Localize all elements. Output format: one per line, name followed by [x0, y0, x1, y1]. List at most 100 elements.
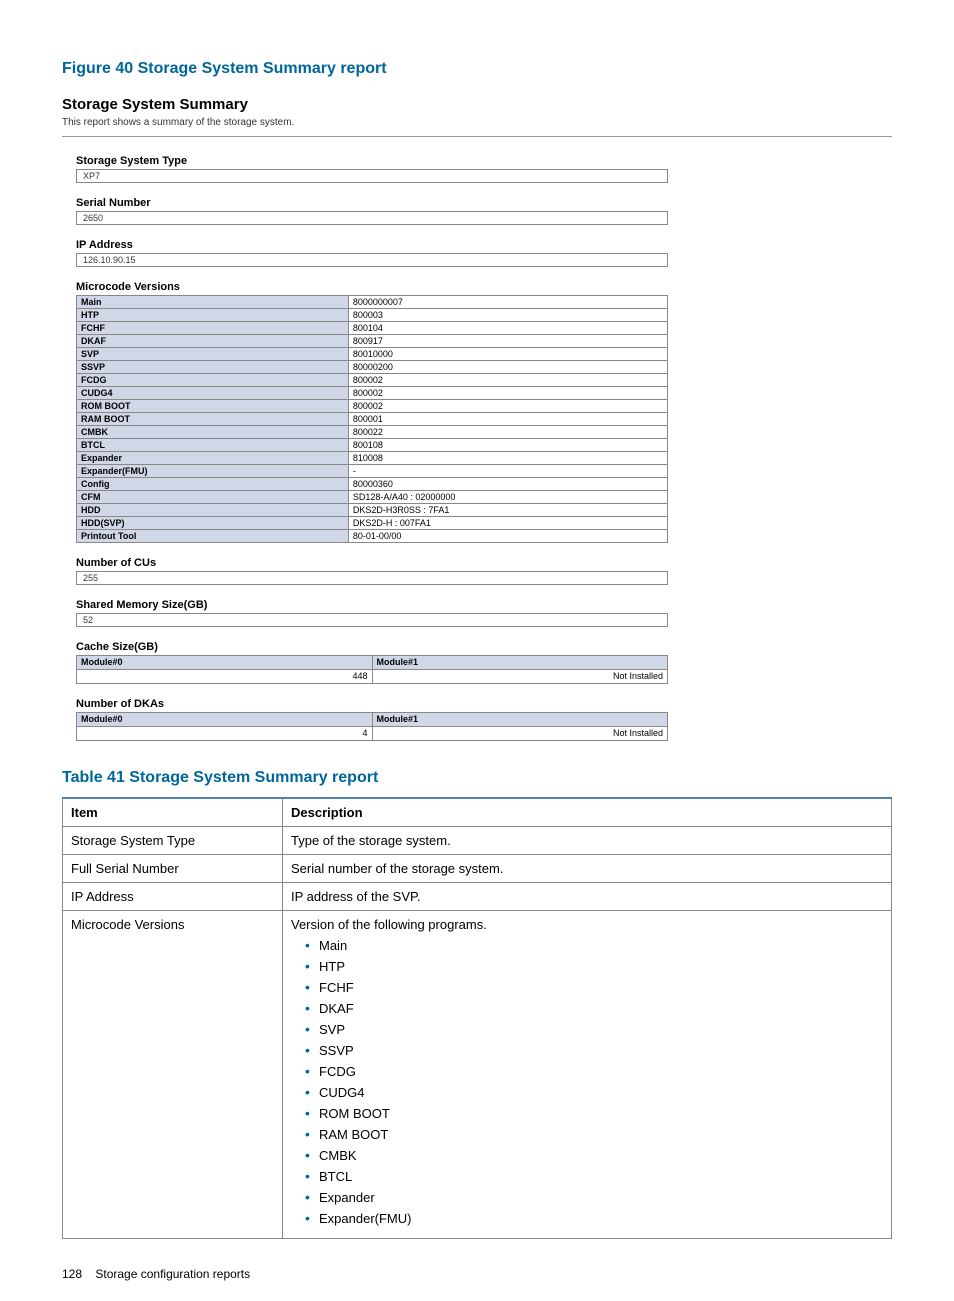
number-of-cus-section: Number of CUs 255 [76, 557, 892, 585]
microcode-value: 800108 [348, 439, 667, 452]
cache-size-table: Module#0 Module#1 448 Not Installed [76, 655, 668, 684]
report-subtitle: This report shows a summary of the stora… [62, 117, 892, 128]
table-row: HTP800003 [77, 309, 668, 322]
microcode-value: 800917 [348, 335, 667, 348]
microcode-value: 8000000007 [348, 296, 667, 309]
module1-value: Not Installed [372, 727, 668, 741]
microcode-name: CUDG4 [77, 387, 349, 400]
number-of-dkas-section: Number of DKAs Module#0 Module#1 4 Not I… [76, 698, 892, 741]
microcode-value: 800001 [348, 413, 667, 426]
table-row: RAM BOOT800001 [77, 413, 668, 426]
description-cell: Type of the storage system. [283, 827, 892, 855]
microcode-value: 800002 [348, 400, 667, 413]
module1-value: Not Installed [372, 670, 668, 684]
item-cell: Storage System Type [63, 827, 283, 855]
microcode-name: CFM [77, 491, 349, 504]
table-row: DKAF800917 [77, 335, 668, 348]
footer-text: Storage configuration reports [95, 1267, 250, 1281]
figure-title: Figure 40 Storage System Summary report [62, 60, 892, 78]
table-row: Expander(FMU)- [77, 465, 668, 478]
microcode-name: DKAF [77, 335, 349, 348]
microcode-value: DKS2D-H : 007FA1 [348, 517, 667, 530]
table-row: HDDDKS2D-H3R0SS : 7FA1 [77, 504, 668, 517]
shared-memory-value: 52 [76, 613, 668, 627]
column-header-description: Description [283, 798, 892, 827]
list-item: Expander(FMU) [305, 1211, 883, 1226]
microcode-value: 800022 [348, 426, 667, 439]
microcode-name: ROM BOOT [77, 400, 349, 413]
microcode-value: DKS2D-H3R0SS : 7FA1 [348, 504, 667, 517]
description-table: Item Description Storage System TypeType… [62, 797, 892, 1239]
table-row: Printout Tool80-01-00/00 [77, 530, 668, 543]
section-label: Cache Size(GB) [76, 641, 892, 653]
list-item: DKAF [305, 1001, 883, 1016]
module0-header: Module#0 [77, 656, 373, 670]
microcode-value: 80-01-00/00 [348, 530, 667, 543]
section-label: Serial Number [76, 197, 892, 209]
microcode-name: HTP [77, 309, 349, 322]
microcode-value: 800002 [348, 387, 667, 400]
table-row: Microcode Versions Version of the follow… [63, 911, 892, 1239]
list-item: CUDG4 [305, 1085, 883, 1100]
microcode-name: FCHF [77, 322, 349, 335]
table-row: ROM BOOT800002 [77, 400, 668, 413]
number-of-dkas-table: Module#0 Module#1 4 Not Installed [76, 712, 668, 741]
microcode-name: HDD [77, 504, 349, 517]
description-text: Version of the following programs. [291, 917, 487, 932]
divider [62, 136, 892, 137]
storage-system-type-section: Storage System Type XP7 [76, 155, 892, 183]
module1-header: Module#1 [372, 656, 668, 670]
serial-number-section: Serial Number 2650 [76, 197, 892, 225]
table-row: Storage System TypeType of the storage s… [63, 827, 892, 855]
cache-size-section: Cache Size(GB) Module#0 Module#1 448 Not… [76, 641, 892, 684]
microcode-name: HDD(SVP) [77, 517, 349, 530]
ip-address-value: 126.10.90.15 [76, 253, 668, 267]
module0-value: 448 [77, 670, 373, 684]
item-cell: IP Address [63, 883, 283, 911]
list-item: Expander [305, 1190, 883, 1205]
table-title: Table 41 Storage System Summary report [62, 769, 892, 787]
module0-value: 4 [77, 727, 373, 741]
table-row: CFMSD128-A/A40 : 02000000 [77, 491, 668, 504]
microcode-name: BTCL [77, 439, 349, 452]
microcode-name: Expander(FMU) [77, 465, 349, 478]
microcode-value: SD128-A/A40 : 02000000 [348, 491, 667, 504]
report-title: Storage System Summary [62, 96, 892, 113]
table-row: Full Serial NumberSerial number of the s… [63, 855, 892, 883]
table-row: Expander810008 [77, 452, 668, 465]
microcode-value: 80000360 [348, 478, 667, 491]
number-of-cus-value: 255 [76, 571, 668, 585]
list-item: Main [305, 938, 883, 953]
table-row: BTCL800108 [77, 439, 668, 452]
microcode-name: Main [77, 296, 349, 309]
microcode-value: 800002 [348, 374, 667, 387]
microcode-value: 810008 [348, 452, 667, 465]
table-row: CUDG4800002 [77, 387, 668, 400]
table-row: HDD(SVP)DKS2D-H : 007FA1 [77, 517, 668, 530]
microcode-value: 800104 [348, 322, 667, 335]
serial-number-value: 2650 [76, 211, 668, 225]
list-item: FCHF [305, 980, 883, 995]
table-row: CMBK800022 [77, 426, 668, 439]
microcode-value: 80010000 [348, 348, 667, 361]
page-footer: 128 Storage configuration reports [62, 1267, 892, 1281]
table-row: Config80000360 [77, 478, 668, 491]
page-number: 128 [62, 1267, 82, 1281]
microcode-name: FCDG [77, 374, 349, 387]
table-row: IP AddressIP address of the SVP. [63, 883, 892, 911]
list-item: CMBK [305, 1148, 883, 1163]
section-label: Number of DKAs [76, 698, 892, 710]
column-header-item: Item [63, 798, 283, 827]
list-item: SVP [305, 1022, 883, 1037]
description-cell: Serial number of the storage system. [283, 855, 892, 883]
list-item: RAM BOOT [305, 1127, 883, 1142]
section-label: Storage System Type [76, 155, 892, 167]
microcode-name: RAM BOOT [77, 413, 349, 426]
bullet-list: MainHTPFCHFDKAFSVPSSVPFCDGCUDG4ROM BOOTR… [291, 938, 883, 1226]
microcode-value: 800003 [348, 309, 667, 322]
list-item: ROM BOOT [305, 1106, 883, 1121]
item-cell: Microcode Versions [63, 911, 283, 1239]
microcode-value: 80000200 [348, 361, 667, 374]
module0-header: Module#0 [77, 713, 373, 727]
storage-system-type-value: XP7 [76, 169, 668, 183]
